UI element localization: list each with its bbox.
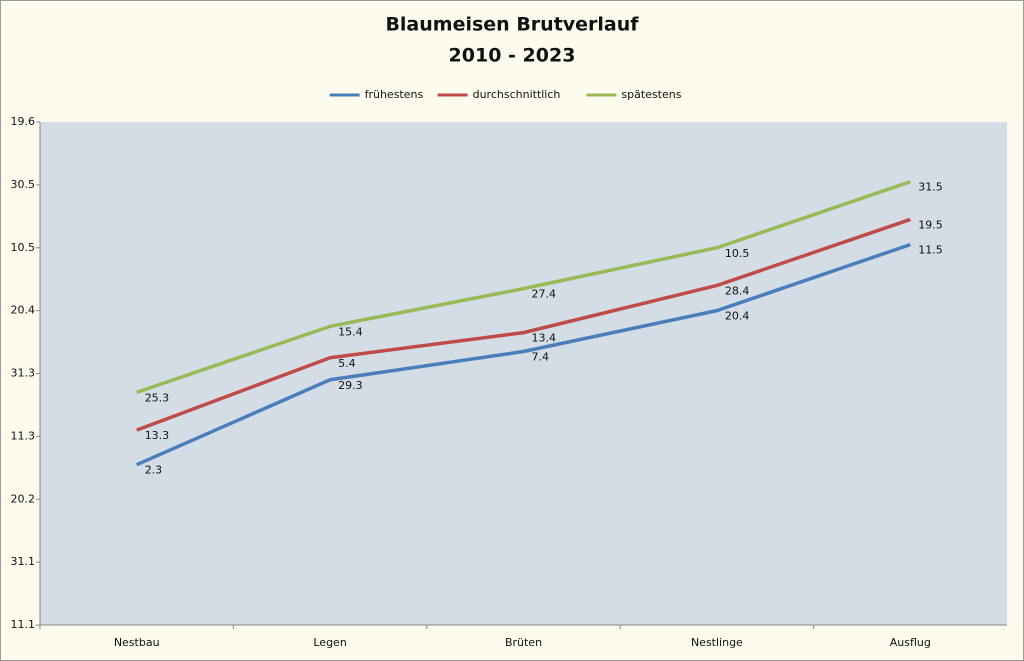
chart-title: Blaumeisen Brutverlauf [385,14,639,36]
data-label: 15.4 [338,325,363,338]
chart-subtitle: 2010 - 2023 [449,45,576,67]
data-label: 10.5 [725,247,750,260]
legend-label: durchschnittlich [473,88,561,101]
data-label: 28.4 [725,284,750,297]
data-label: 5.4 [338,357,356,370]
data-label: 7.4 [532,350,550,363]
y-tick-label: 11.3 [11,429,36,442]
x-tick-label: Nestbau [114,636,160,649]
series-line [135,242,911,467]
legend-label: spätestens [621,88,681,101]
data-label: 11.5 [918,244,943,257]
x-tick-label: Legen [313,636,346,649]
legend-label: frühestens [365,88,424,101]
y-tick-label: 31.1 [11,555,36,568]
y-tick-label: 20.2 [11,492,36,505]
data-label: 31.5 [918,181,943,194]
y-tick-label: 31.3 [11,367,36,380]
y-tick-label: 30.5 [11,178,36,191]
data-label: 20.4 [725,310,750,323]
series-line [136,217,911,432]
data-label: 13.3 [145,429,170,442]
data-label: 25.3 [145,391,170,404]
series-line [136,180,911,395]
y-tick-label: 19.6 [11,115,36,128]
data-label: 19.5 [918,218,943,231]
data-label: 27.4 [532,288,557,301]
y-tick-label: 11.1 [11,618,36,631]
data-label: 2.3 [145,464,163,477]
x-tick-label: Nestlinge [691,636,743,649]
x-tick-label: Ausflug [890,636,931,649]
x-tick-label: Brüten [505,636,542,649]
y-tick-label: 10.5 [11,241,36,254]
data-label: 13.4 [532,332,557,345]
data-label: 29.3 [338,379,363,392]
y-tick-label: 20.4 [11,304,36,317]
plot-area [40,122,1007,625]
